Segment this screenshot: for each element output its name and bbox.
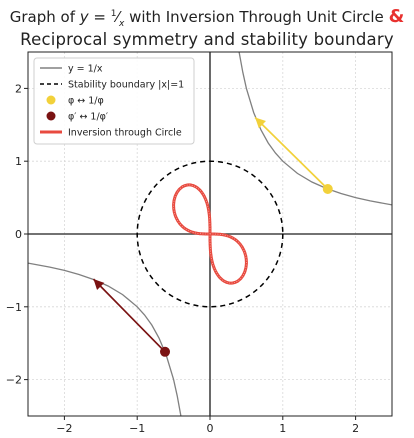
legend-label: φ ↔ 1/φ [68, 96, 104, 107]
x-tick-label: 0 [207, 422, 214, 435]
ticks: −2 −1 0 1 2 −2 −1 0 1 2 [6, 82, 359, 435]
title-ampersand: & [388, 6, 405, 27]
y-tick-label: 2 [15, 82, 22, 95]
legend-swatch [46, 95, 56, 105]
x-tick-label: −2 [56, 422, 72, 435]
title-suffix: with Inversion Through Unit Circle [129, 8, 384, 26]
series-stability-circle [136, 160, 284, 308]
series-reciprocal-curve [28, 262, 182, 416]
x-tick-label: 2 [352, 422, 359, 435]
y-tick-label: −2 [6, 374, 22, 387]
title-prefix: Graph of [9, 8, 75, 26]
legend-label: Stability boundary |x|=1 [68, 80, 184, 91]
legend-box [33, 57, 195, 145]
legend-label: Inversion through Circle [68, 128, 182, 139]
phi-prime-inversion-arrow [92, 278, 166, 353]
legend-label: φ′ ↔ 1/φ′ [68, 112, 108, 123]
series-reciprocal-curve [238, 52, 392, 206]
chart-title-line-2: Reciprocal symmetry and stability bounda… [20, 30, 394, 49]
legend-label: y = 1/x [68, 64, 103, 75]
title-math: y = 1⁄x [79, 8, 125, 29]
y-tick-label: −1 [6, 301, 22, 314]
legend: y = 1/x Stability boundary |x|=1 φ ↔ 1/φ φ′… [33, 57, 195, 145]
phi-inversion-arrow [254, 116, 329, 190]
legend-swatch [46, 111, 56, 121]
phi-prime-marker [160, 346, 171, 357]
y-tick-label: 1 [15, 155, 22, 168]
x-tick-label: 1 [279, 422, 286, 435]
chart-title-line-1: Graph of y = 1⁄x with Inversion Through … [0, 6, 414, 29]
phi-marker [322, 184, 333, 195]
series-inversion-lemniscate [172, 183, 248, 285]
x-tick-label: −1 [129, 422, 145, 435]
y-tick-label: 0 [15, 228, 22, 241]
plot-area [28, 52, 392, 416]
